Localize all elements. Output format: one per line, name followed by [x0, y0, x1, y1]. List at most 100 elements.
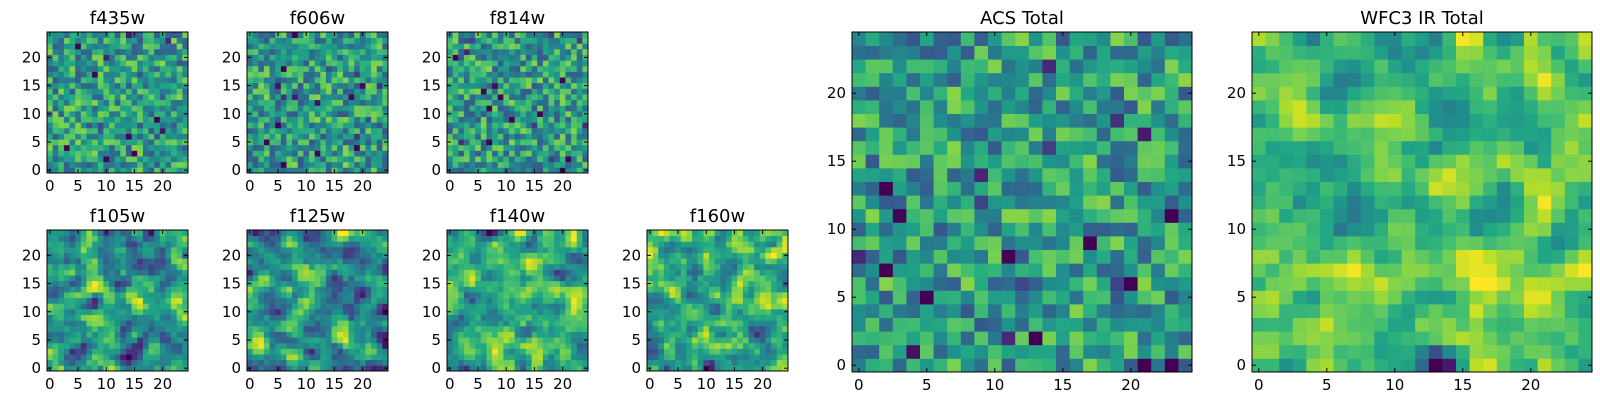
heatmap-cell — [63, 325, 70, 332]
heatmap-cell — [348, 280, 355, 287]
heatmap-cell — [771, 342, 778, 349]
heatmap-cell — [663, 246, 670, 253]
heatmap-cell — [1096, 195, 1111, 210]
heatmap-cell — [171, 308, 178, 315]
heatmap-cell — [309, 116, 316, 123]
heatmap-cell — [703, 235, 710, 242]
heatmap-cell — [171, 48, 178, 55]
heatmap-cell — [452, 122, 459, 129]
heatmap-cell — [571, 331, 578, 338]
heatmap-cell — [382, 105, 389, 112]
heatmap-cell — [486, 32, 493, 39]
heatmap-cell — [865, 154, 880, 169]
heatmap-cell — [565, 235, 572, 242]
x-tick-label: 20 — [753, 375, 772, 393]
heatmap-cell — [52, 348, 59, 355]
heatmap-cell — [537, 263, 544, 270]
heatmap-cell — [103, 331, 110, 338]
heatmap-cell — [559, 348, 566, 355]
heatmap-cell — [480, 286, 487, 293]
heatmap-cell — [531, 37, 538, 44]
heatmap-cell — [737, 303, 744, 310]
heatmap-cell — [509, 32, 516, 39]
heatmap-cell — [771, 320, 778, 327]
heatmap-cell — [159, 122, 166, 129]
heatmap-cell — [159, 105, 166, 112]
heatmap-cell — [137, 348, 144, 355]
heatmap-cell — [269, 116, 276, 123]
heatmap-cell — [469, 269, 476, 276]
heatmap-cell — [303, 37, 310, 44]
heatmap-cell — [1083, 168, 1098, 182]
heatmap-cell — [148, 65, 155, 72]
heatmap-cell — [120, 144, 127, 151]
heatmap-cell — [359, 144, 366, 151]
heatmap-cell — [759, 246, 766, 253]
heatmap-cell — [531, 280, 538, 287]
heatmap-cell — [765, 297, 772, 304]
heatmap-cell — [280, 258, 287, 265]
heatmap-cell — [148, 280, 155, 287]
heatmap-cell — [292, 65, 299, 72]
heatmap-cell — [531, 139, 538, 146]
heatmap-cell — [582, 127, 589, 134]
heatmap-cell — [759, 308, 766, 315]
heatmap-cell — [663, 241, 670, 248]
heatmap-cell — [252, 258, 259, 265]
heatmap-cell — [137, 365, 144, 372]
heatmap-cell — [382, 258, 389, 265]
heatmap-cell — [247, 342, 254, 349]
heatmap-cell — [486, 116, 493, 123]
heatmap-cell — [1083, 181, 1098, 196]
heatmap-cell — [988, 181, 1002, 196]
heatmap-cell — [337, 116, 344, 123]
heatmap-cell — [348, 167, 355, 174]
heatmap-cell — [280, 314, 287, 321]
heatmap-cell — [325, 263, 332, 270]
heatmap-cell — [47, 122, 54, 129]
heatmap-cell — [1015, 195, 1030, 210]
heatmap-cell — [148, 246, 155, 253]
heatmap-cell — [525, 110, 532, 117]
heatmap-cell — [258, 230, 265, 237]
heatmap-cell — [771, 354, 778, 361]
heatmap-cell — [509, 359, 516, 366]
heatmap-cell — [376, 320, 383, 327]
heatmap-cell — [148, 116, 155, 123]
heatmap-cell — [348, 286, 355, 293]
heatmap-cell — [1042, 344, 1057, 359]
heatmap-cell — [497, 320, 504, 327]
heatmap-cell — [658, 359, 665, 366]
heatmap-cell — [497, 99, 504, 106]
heatmap-cell — [182, 116, 189, 123]
heatmap-cell — [933, 208, 948, 223]
heatmap-cell — [514, 246, 521, 253]
heatmap-cell — [748, 269, 755, 276]
heatmap-cell — [148, 297, 155, 304]
x-tick-label: 5 — [673, 375, 683, 393]
heatmap-cell — [263, 71, 270, 78]
heatmap-cell — [69, 144, 76, 151]
heatmap-cell — [63, 252, 70, 259]
heatmap-cell — [92, 359, 99, 366]
heatmap-cell — [720, 297, 727, 304]
heatmap-cell — [709, 359, 716, 366]
heatmap-cell — [509, 331, 516, 338]
heatmap-cell — [571, 286, 578, 293]
heatmap-cell — [542, 37, 549, 44]
heatmap-cell — [759, 331, 766, 338]
heatmap-cell — [548, 348, 555, 355]
heatmap-cell — [1110, 304, 1125, 318]
heatmap-cell — [576, 71, 583, 78]
heatmap-cell — [320, 116, 327, 123]
heatmap-cell — [97, 99, 104, 106]
heatmap-cell — [680, 297, 687, 304]
heatmap-cell — [125, 99, 132, 106]
heatmap-cell — [1056, 358, 1070, 373]
heatmap-cell — [554, 82, 561, 89]
heatmap-cell — [906, 208, 921, 223]
heatmap-cell — [559, 286, 566, 293]
heatmap-cell — [1069, 236, 1084, 250]
heatmap-cell — [492, 133, 499, 140]
heatmap-cell — [571, 82, 578, 89]
